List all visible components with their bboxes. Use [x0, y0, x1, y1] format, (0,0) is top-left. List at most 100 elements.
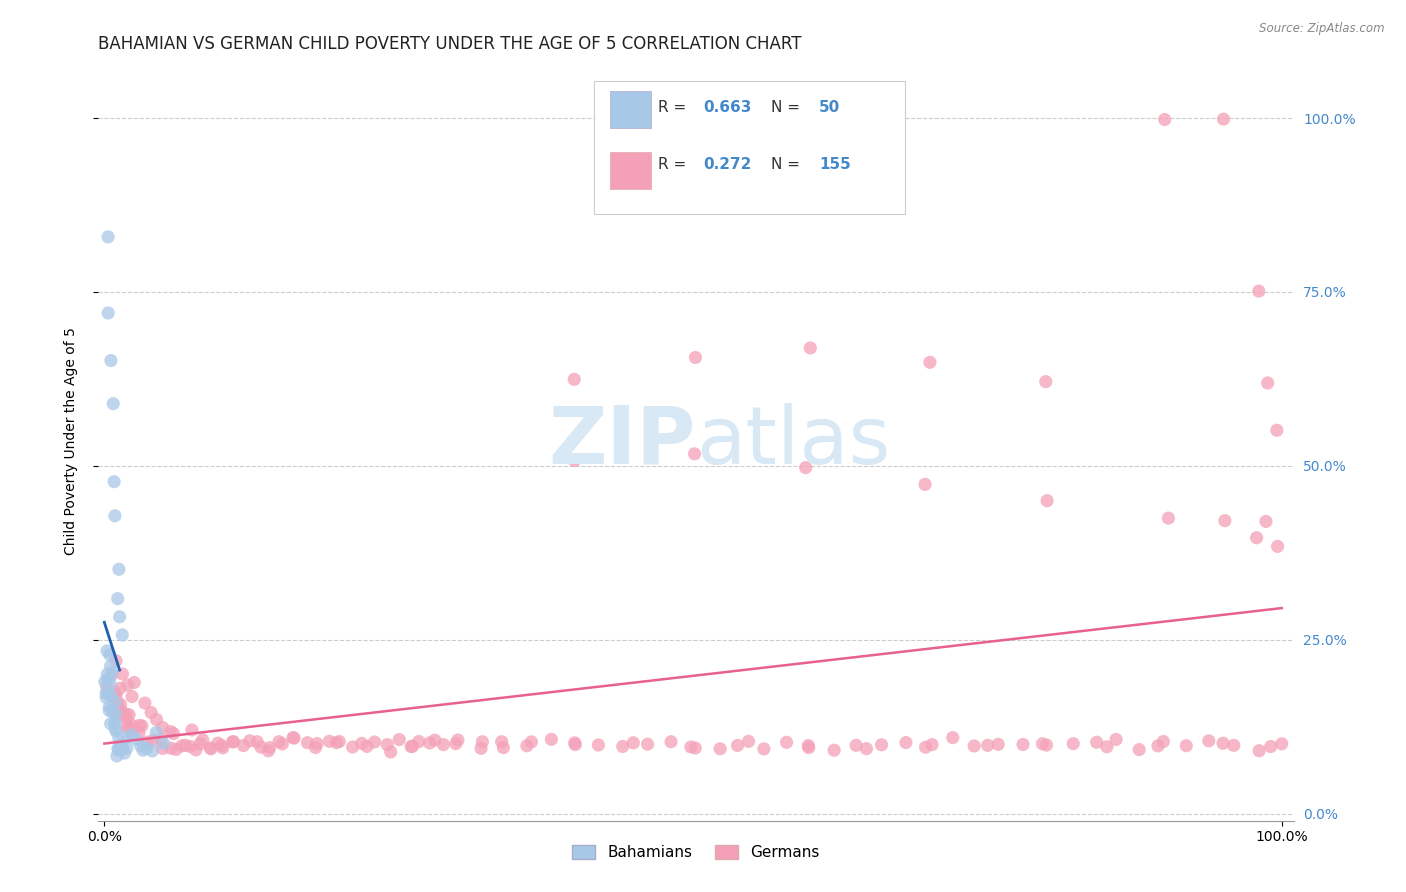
- Text: R =: R =: [658, 157, 690, 172]
- Point: [160, 741, 183, 756]
- Point: [914, 477, 936, 491]
- Point: [246, 735, 269, 749]
- Point: [1271, 737, 1294, 751]
- Point: [184, 743, 207, 757]
- Point: [318, 734, 340, 748]
- Point: [108, 681, 131, 696]
- Point: [399, 739, 422, 754]
- Y-axis label: Child Poverty Under the Age of 5: Child Poverty Under the Age of 5: [63, 327, 77, 556]
- Point: [107, 696, 129, 710]
- Point: [111, 708, 134, 723]
- Text: Source: ZipAtlas.com: Source: ZipAtlas.com: [1260, 22, 1385, 36]
- Point: [115, 707, 138, 722]
- Point: [110, 738, 132, 752]
- Point: [98, 677, 121, 691]
- Point: [94, 686, 117, 700]
- Point: [432, 738, 454, 752]
- Point: [97, 230, 120, 244]
- Point: [207, 736, 229, 750]
- Point: [855, 741, 877, 756]
- Point: [105, 654, 128, 668]
- Point: [257, 744, 280, 758]
- Point: [637, 737, 659, 751]
- Point: [794, 460, 817, 475]
- Point: [98, 648, 121, 662]
- Point: [108, 562, 131, 576]
- Text: N =: N =: [772, 157, 806, 172]
- Text: R =: R =: [658, 101, 690, 115]
- Point: [191, 732, 214, 747]
- Point: [131, 719, 153, 733]
- Point: [752, 742, 775, 756]
- Point: [170, 739, 193, 753]
- Point: [1152, 734, 1174, 748]
- Point: [1153, 112, 1175, 127]
- Point: [447, 733, 470, 747]
- Legend: Bahamians, Germans: Bahamians, Germans: [567, 838, 825, 866]
- Point: [145, 713, 167, 727]
- Point: [115, 741, 138, 756]
- Point: [267, 735, 290, 749]
- Point: [1035, 375, 1057, 389]
- Point: [111, 739, 134, 754]
- Point: [104, 716, 127, 731]
- Point: [98, 703, 121, 717]
- Point: [350, 736, 373, 750]
- Text: 155: 155: [820, 157, 851, 172]
- Point: [114, 746, 136, 760]
- Point: [101, 665, 124, 680]
- Point: [737, 734, 759, 748]
- Point: [101, 705, 124, 719]
- Point: [471, 735, 494, 749]
- Point: [1265, 423, 1288, 437]
- Point: [1175, 739, 1198, 753]
- Point: [679, 739, 702, 754]
- Text: atlas: atlas: [696, 402, 890, 481]
- Point: [305, 737, 328, 751]
- Point: [1254, 515, 1277, 529]
- Point: [103, 688, 125, 702]
- Point: [152, 721, 174, 735]
- Point: [380, 745, 402, 759]
- Point: [685, 351, 707, 365]
- Point: [283, 731, 305, 745]
- Point: [1157, 511, 1180, 525]
- Point: [105, 689, 128, 703]
- Point: [845, 739, 868, 753]
- Point: [200, 741, 222, 756]
- Point: [540, 732, 562, 747]
- Point: [250, 740, 273, 755]
- Point: [103, 475, 125, 489]
- Point: [232, 739, 254, 753]
- Point: [150, 732, 173, 747]
- Point: [100, 688, 122, 702]
- Point: [470, 741, 492, 756]
- Point: [141, 744, 163, 758]
- Point: [1212, 736, 1234, 750]
- Point: [136, 735, 159, 749]
- Point: [107, 591, 129, 606]
- Point: [96, 667, 118, 681]
- Point: [1247, 284, 1270, 298]
- FancyBboxPatch shape: [610, 152, 651, 189]
- Point: [1062, 737, 1084, 751]
- Point: [103, 397, 125, 411]
- Point: [419, 736, 441, 750]
- Point: [110, 704, 132, 718]
- Point: [491, 735, 513, 749]
- Point: [683, 447, 706, 461]
- Point: [1260, 739, 1282, 754]
- Point: [1128, 742, 1150, 756]
- Point: [342, 739, 364, 754]
- Point: [105, 706, 128, 720]
- Point: [105, 724, 128, 739]
- Point: [1147, 739, 1170, 753]
- Point: [100, 668, 122, 682]
- Point: [105, 748, 128, 763]
- Point: [152, 736, 174, 750]
- Point: [162, 726, 184, 740]
- Text: 50: 50: [820, 101, 841, 115]
- Point: [1212, 112, 1234, 127]
- Point: [1035, 738, 1057, 752]
- Point: [408, 734, 430, 748]
